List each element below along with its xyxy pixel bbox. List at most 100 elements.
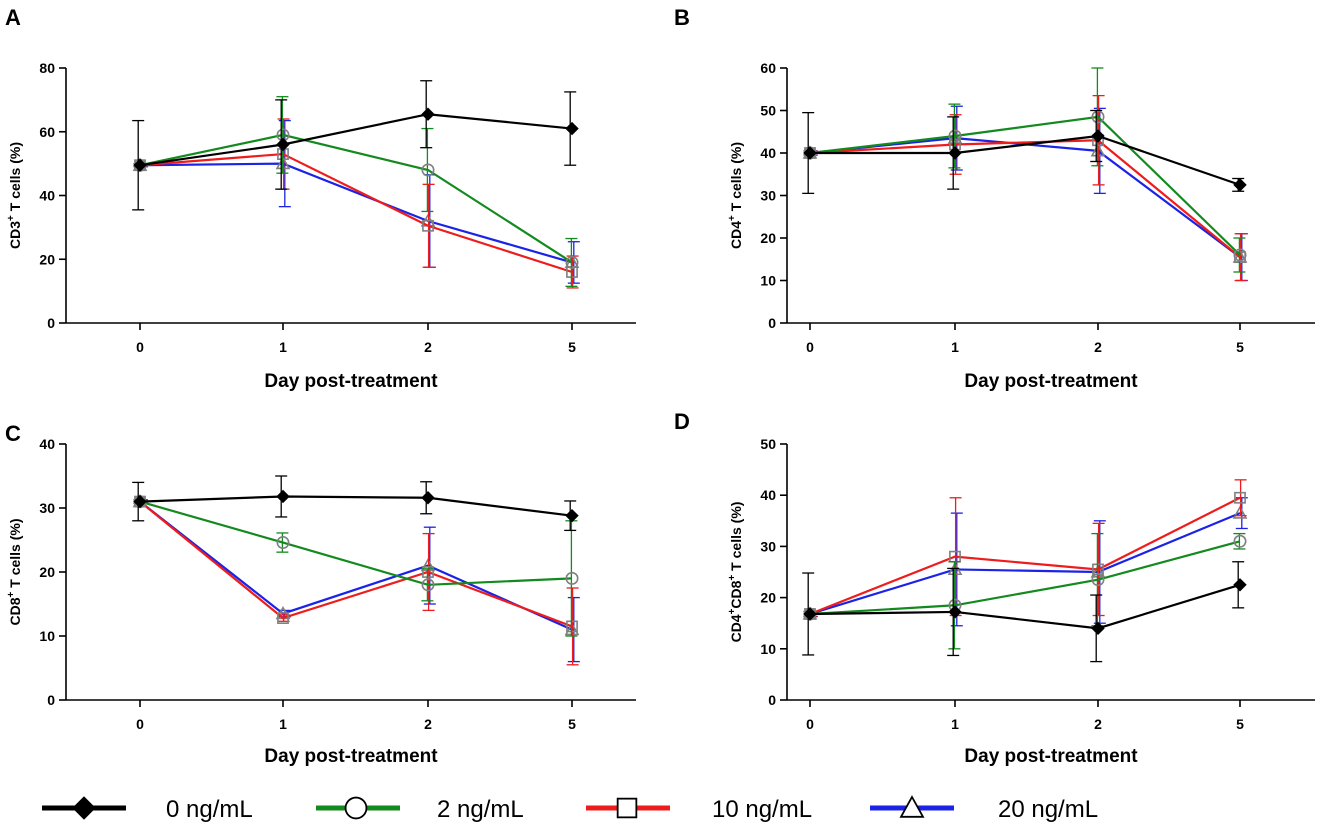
data-point (1091, 110, 1105, 124)
legend-item-10-ng-ml: 10 ng/mL (586, 796, 812, 823)
panel-D: D 0 10 20 30 40 50 0 1 2 5 Day post-treatment CD4+CD… (674, 409, 1315, 767)
series-2-ng-ml (133, 495, 579, 637)
series-line (809, 512, 1241, 616)
series-20-ng-ml (802, 497, 1248, 627)
series-line (139, 495, 573, 517)
data-point (277, 612, 289, 624)
data-point (421, 491, 435, 505)
x-tick-label: 0 (806, 716, 814, 732)
data-point (133, 494, 147, 509)
series-line (809, 496, 1241, 616)
y-tick-label: 40 (39, 436, 55, 452)
data-point (565, 571, 579, 585)
series-0-ng-ml (132, 475, 579, 532)
y-tick-label: 10 (760, 641, 776, 657)
series-line (139, 133, 573, 264)
series-line (809, 137, 1241, 259)
x-axis-label: Day post-treatment (964, 746, 1138, 767)
y-tick-label: 10 (760, 273, 776, 289)
legend-label: 2 ng/mL (437, 796, 524, 823)
data-point (565, 508, 579, 523)
data-point (565, 255, 579, 269)
x-tick-label: 1 (951, 339, 959, 355)
panel-letter: D (674, 409, 690, 434)
y-tick-label: 30 (39, 500, 55, 516)
data-point (276, 536, 290, 550)
x-tick-label: 1 (951, 716, 959, 732)
legend-marker-icon (72, 796, 96, 820)
data-point (1233, 578, 1247, 592)
legend-item-0-ng-ml: 0 ng/mL (42, 796, 253, 823)
series-0-ng-ml (802, 561, 1247, 663)
data-point (1091, 129, 1105, 143)
y-tick-label: 20 (39, 251, 55, 267)
series-line (139, 152, 573, 274)
y-tick-label: 20 (39, 564, 55, 580)
legend-item-2-ng-ml: 2 ng/mL (316, 796, 524, 823)
series-line (139, 500, 573, 586)
x-tick-label: 1 (279, 716, 287, 732)
legend-marker-icon (899, 795, 925, 818)
y-tick-label: 40 (760, 487, 776, 503)
y-tick-label: 50 (760, 436, 776, 452)
y-tick-label: 80 (39, 60, 55, 76)
legend-label: 0 ng/mL (166, 796, 253, 823)
panel-letter: B (674, 5, 690, 30)
legend-marker-icon (344, 796, 368, 820)
panel-C: C 0 10 20 30 40 0 1 2 5 Day post-treatment CD8+ T c… (5, 421, 636, 767)
series-line (809, 139, 1241, 258)
x-tick-label: 5 (568, 716, 576, 732)
y-axis-label: CD3+ T cells (%) (6, 142, 23, 249)
x-tick-label: 2 (1094, 339, 1102, 355)
series-10-ng-ml (134, 118, 579, 289)
data-point (1233, 534, 1247, 548)
y-tick-label: 30 (760, 538, 776, 554)
y-tick-label: 0 (768, 315, 776, 331)
series-line (809, 583, 1241, 630)
data-point (1091, 621, 1105, 636)
x-tick-label: 2 (424, 716, 432, 732)
y-tick-label: 50 (760, 103, 776, 119)
legend-marker-icon (616, 797, 638, 819)
y-tick-label: 40 (39, 188, 55, 204)
x-tick-label: 5 (1236, 339, 1244, 355)
data-point (421, 578, 435, 592)
y-tick-label: 20 (760, 590, 776, 606)
panel-letter: C (5, 421, 21, 446)
data-point (1234, 491, 1246, 504)
data-point (1232, 505, 1248, 519)
series-line (139, 113, 573, 167)
series-0-ng-ml (132, 80, 579, 211)
data-point (421, 107, 435, 121)
data-point (422, 219, 434, 232)
y-tick-label: 40 (760, 145, 776, 161)
y-tick-label: 0 (47, 692, 55, 708)
legend-label: 10 ng/mL (712, 796, 812, 823)
series-20-ng-ml (132, 493, 580, 663)
data-point (1091, 573, 1105, 587)
x-tick-label: 1 (279, 339, 287, 355)
panel-B: B 0 10 20 30 40 50 60 0 1 2 5 Day post-treatment CD4+… (674, 5, 1315, 392)
series-line (139, 162, 573, 264)
data-point (1233, 178, 1247, 192)
series-2-ng-ml (803, 67, 1247, 273)
y-tick-label: 0 (47, 315, 55, 331)
data-point (1233, 248, 1247, 262)
data-point (276, 489, 290, 504)
series-line (809, 540, 1241, 616)
y-axis-label: CD4+ T cells (%) (727, 142, 744, 249)
series-10-ng-ml (804, 479, 1247, 620)
series-line (810, 134, 1241, 186)
y-tick-label: 10 (39, 628, 55, 644)
x-tick-label: 2 (1094, 716, 1102, 732)
data-point (133, 158, 147, 172)
legend-label: 20 ng/mL (998, 796, 1098, 823)
y-tick-label: 30 (760, 188, 776, 204)
series-line (139, 500, 573, 631)
series-20-ng-ml (132, 119, 580, 284)
x-tick-label: 2 (424, 339, 432, 355)
data-point (421, 163, 435, 177)
series-line (809, 115, 1241, 256)
series-line (139, 500, 573, 628)
